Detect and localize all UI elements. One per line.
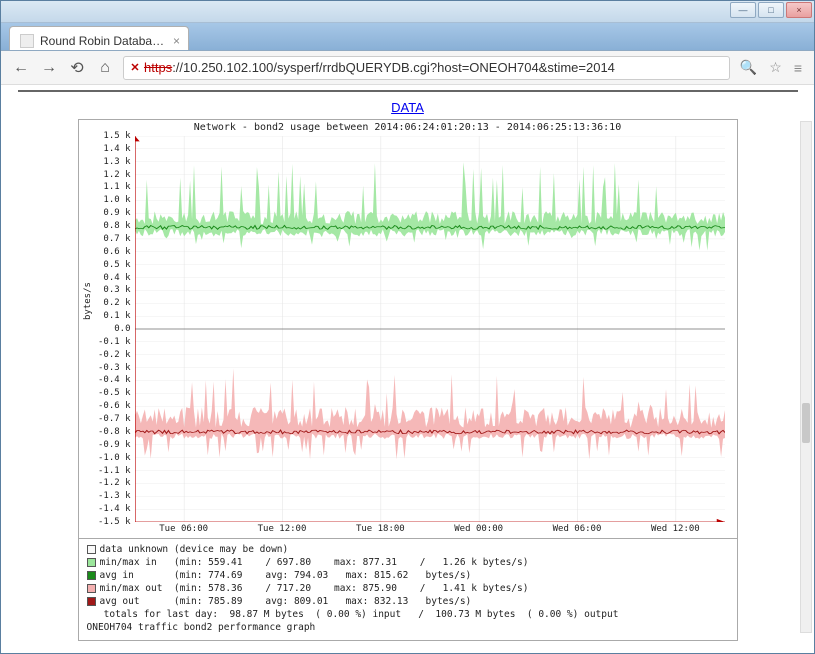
legend-text: avg in (min: 774.69 avg: 794.03 max: 815… xyxy=(100,570,472,581)
page-inner: DATA Network - bond2 usage between 2014:… xyxy=(18,86,798,641)
chart-y-tick-label: -1.0 k xyxy=(98,453,131,463)
tab-title: Round Robin Database Qu… xyxy=(40,34,167,48)
legend-row: totals for last day: 98.87 M bytes ( 0.0… xyxy=(87,608,729,621)
legend-text: min/max in (min: 559.41 / 697.80 max: 87… xyxy=(100,557,529,568)
data-link[interactable]: DATA xyxy=(18,100,798,115)
chart-y-tick-label: 1.2 k xyxy=(103,170,130,180)
chart-svg xyxy=(135,136,725,522)
window-scrollbar-thumb[interactable] xyxy=(802,403,810,443)
chart-y-tick-label: -1.2 k xyxy=(98,478,131,488)
chart-x-tick-label: Tue 06:00 xyxy=(159,524,208,534)
legend-row: min/max in (min: 559.41 / 697.80 max: 87… xyxy=(87,556,729,569)
chart-y-tick-label: 0.3 k xyxy=(103,285,130,295)
chart-y-tick-label: -0.7 k xyxy=(98,414,131,424)
chart-x-tick-label: Wed 00:00 xyxy=(454,524,503,534)
url-path: ://10.250.102.100/sysperf/rrdbQUERYDB.cg… xyxy=(172,60,615,75)
chart-x-tick-label: Wed 06:00 xyxy=(553,524,602,534)
chart-y-tick-label: -0.8 k xyxy=(98,427,131,437)
hamburger-menu-icon[interactable]: ≡ xyxy=(792,60,804,76)
chart-y-tick-label: 1.4 k xyxy=(103,144,130,154)
bookmark-star-icon[interactable]: ☆ xyxy=(767,59,784,76)
chart-y-tick-label: -0.6 k xyxy=(98,401,131,411)
legend-swatch xyxy=(87,597,96,606)
home-button[interactable]: ⌂ xyxy=(95,58,115,78)
chart-y-tick-label: 0.4 k xyxy=(103,273,130,283)
legend-row: avg in (min: 774.69 avg: 794.03 max: 815… xyxy=(87,569,729,582)
legend-swatch xyxy=(87,558,96,567)
legend-swatch xyxy=(87,545,96,554)
chart-plot-area: -1.5 k-1.4 k-1.3 k-1.2 k-1.1 k-1.0 k-0.9… xyxy=(135,136,725,522)
url-protocol: https xyxy=(144,60,172,75)
chart-x-tick-label: Wed 12:00 xyxy=(651,524,700,534)
browser-window: — □ × Round Robin Database Qu… × ← → ⟲ ⌂… xyxy=(0,0,815,654)
legend-swatch xyxy=(87,584,96,593)
legend-text: totals for last day: 98.87 M bytes ( 0.0… xyxy=(87,609,619,620)
chart-y-tick-label: 1.0 k xyxy=(103,195,130,205)
chart-y-tick-label: 0.1 k xyxy=(103,311,130,321)
chart-y-tick-label: 0.6 k xyxy=(103,247,130,257)
tab-favicon-icon xyxy=(20,34,34,48)
chart-y-tick-label: 0.7 k xyxy=(103,234,130,244)
chart-y-tick-label: 0.0 xyxy=(114,324,130,334)
reload-button[interactable]: ⟲ xyxy=(67,58,87,78)
window-maximize-button[interactable]: □ xyxy=(758,2,784,18)
chart-y-tick-label: -0.3 k xyxy=(98,363,131,373)
chart-y-axis-label: bytes/s xyxy=(83,282,93,320)
chart-y-tick-label: -0.5 k xyxy=(98,388,131,398)
chart-y-tick-label: 1.1 k xyxy=(103,182,130,192)
legend-text: ONEOH704 traffic bond2 performance graph xyxy=(87,622,316,633)
browser-tab[interactable]: Round Robin Database Qu… × xyxy=(9,26,189,50)
chart-y-tick-label: 0.2 k xyxy=(103,298,130,308)
address-bar[interactable]: ✕ https ://10.250.102.100/sysperf/rrdbQU… xyxy=(123,56,730,80)
chart-y-tick-label: -1.3 k xyxy=(98,491,131,501)
chart-x-tick-label: Tue 18:00 xyxy=(356,524,405,534)
chart-y-tick-label: -0.4 k xyxy=(98,375,131,385)
chart-y-tick-label: -0.2 k xyxy=(98,350,131,360)
network-chart: Network - bond2 usage between 2014:06:24… xyxy=(78,119,738,539)
chart-y-tick-label: -0.1 k xyxy=(98,337,131,347)
legend-swatch xyxy=(87,571,96,580)
chart-x-tick-label: Tue 12:00 xyxy=(258,524,307,534)
page-content: DATA Network - bond2 usage between 2014:… xyxy=(2,86,813,652)
window-minimize-button[interactable]: — xyxy=(730,2,756,18)
legend-text: avg out (min: 785.89 avg: 809.01 max: 83… xyxy=(100,596,472,607)
chart-y-tick-label: 1.5 k xyxy=(103,131,130,141)
window-close-button[interactable]: × xyxy=(786,2,812,18)
chart-y-tick-label: 1.3 k xyxy=(103,157,130,167)
chart-y-tick-label: -1.1 k xyxy=(98,466,131,476)
search-icon[interactable]: 🔍 xyxy=(738,59,759,76)
chart-y-tick-label: 0.5 k xyxy=(103,260,130,270)
chart-y-tick-label: 0.9 k xyxy=(103,208,130,218)
legend-text: min/max out (min: 578.36 / 717.20 max: 8… xyxy=(100,583,529,594)
chart-y-tick-label: -1.4 k xyxy=(98,504,131,514)
chart-y-tick-label: -0.9 k xyxy=(98,440,131,450)
forward-button[interactable]: → xyxy=(39,58,59,78)
legend-row: min/max out (min: 578.36 / 717.20 max: 8… xyxy=(87,582,729,595)
divider xyxy=(18,90,798,92)
chart-y-tick-label: 0.8 k xyxy=(103,221,130,231)
window-scrollbar[interactable] xyxy=(800,121,812,633)
legend-row: data unknown (device may be down) xyxy=(87,543,729,556)
ssl-warning-icon: ✕ xyxy=(128,61,142,75)
tab-close-icon[interactable]: × xyxy=(173,34,180,48)
legend-row: avg out (min: 785.89 avg: 809.01 max: 83… xyxy=(87,595,729,608)
back-button[interactable]: ← xyxy=(11,58,31,78)
legend-text: data unknown (device may be down) xyxy=(100,544,289,555)
chart-legend: data unknown (device may be down) min/max… xyxy=(78,539,738,641)
window-titlebar: — □ × xyxy=(1,1,814,23)
tab-strip: Round Robin Database Qu… × xyxy=(1,23,814,51)
legend-row: ONEOH704 traffic bond2 performance graph xyxy=(87,621,729,634)
browser-toolbar: ← → ⟲ ⌂ ✕ https ://10.250.102.100/sysper… xyxy=(1,51,814,85)
chart-title: Network - bond2 usage between 2014:06:24… xyxy=(79,122,737,133)
window-buttons: — □ × xyxy=(730,2,812,18)
chart-y-tick-label: -1.5 k xyxy=(98,517,131,527)
